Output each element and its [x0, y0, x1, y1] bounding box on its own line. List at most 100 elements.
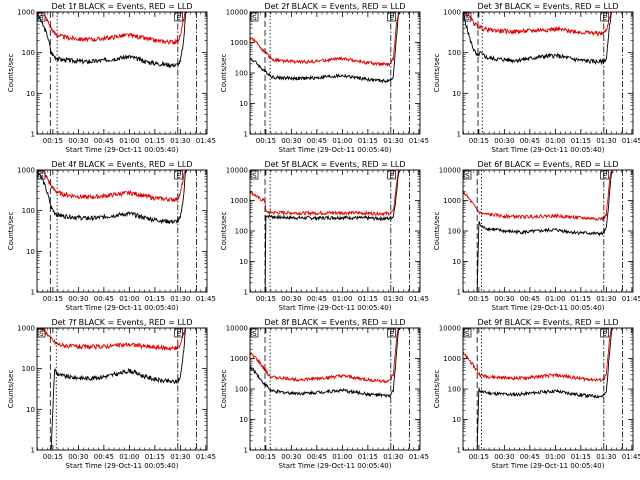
chart-title: Det 6f BLACK = Events, RED = LLD [477, 160, 618, 169]
y-tick-label: 1 [457, 131, 461, 139]
y-tick-label: 100 [448, 386, 461, 394]
start-marker-label: S [252, 14, 257, 22]
y-axis-label: Counts/sec [7, 54, 15, 93]
x-tick-label: 00:15 [256, 137, 276, 145]
events-series-line [50, 328, 198, 450]
y-tick-label: 1000 [443, 9, 461, 17]
x-tick-label: 00:15 [469, 295, 489, 303]
lld-series-line [37, 328, 198, 352]
x-axis-label: Start Time (29-Oct-11 00:05:40) [492, 146, 605, 154]
plot-frame [462, 327, 634, 451]
x-tick-label: 00:15 [43, 295, 63, 303]
x-tick-label: 01:15 [571, 137, 591, 145]
y-tick-label: 100 [22, 365, 35, 373]
y-tick-label: 10 [239, 100, 248, 108]
end-marker-box [600, 328, 610, 338]
end-marker-label: E [389, 330, 393, 338]
x-tick-label: 01:00 [119, 453, 139, 461]
x-tick-label: 00:30 [494, 137, 514, 145]
x-tick-label: 00:45 [94, 295, 114, 303]
start-marker-label: S [39, 172, 44, 180]
chart-title: Det 8f BLACK = Events, RED = LLD [264, 318, 405, 327]
y-tick-label: 10000 [439, 167, 461, 175]
chart-title: Det 2f BLACK = Events, RED = LLD [264, 2, 405, 11]
y-tick-label: 10 [26, 406, 35, 414]
x-tick-label: 00:15 [469, 137, 489, 145]
y-tick-label: 100 [235, 70, 248, 78]
x-tick-label: 01:45 [622, 453, 640, 461]
y-tick-label: 1000 [443, 355, 461, 363]
chart-title: Det 9f BLACK = Events, RED = LLD [477, 318, 618, 327]
x-tick-label: 01:45 [196, 295, 216, 303]
end-marker-label: E [176, 14, 180, 22]
plot-frame [36, 11, 208, 135]
events-series-line [264, 170, 411, 292]
y-tick-label: 1 [31, 289, 35, 297]
y-tick-label: 1000 [17, 325, 35, 333]
y-tick-label: 10 [452, 258, 461, 266]
chart-panel-9: Det 9f BLACK = Events, RED = LLD S E 1 10 100… [433, 318, 640, 470]
plot-frame [249, 169, 421, 293]
y-tick-label: 10 [239, 258, 248, 266]
x-tick-label: 01:00 [119, 137, 139, 145]
end-marker-label: E [176, 330, 180, 338]
chart-panel-7: Det 7f BLACK = Events, RED = LLD S E 1 10 100… [7, 318, 216, 470]
y-tick-label: 10000 [226, 167, 248, 175]
x-tick-label: 01:45 [622, 137, 640, 145]
start-marker-box [37, 328, 46, 338]
x-tick-label: 01:30 [170, 453, 190, 461]
x-tick-label: 01:15 [145, 295, 165, 303]
x-tick-label: 01:45 [196, 453, 216, 461]
x-tick-label: 01:00 [545, 295, 565, 303]
end-marker-box [174, 12, 184, 22]
chart-panel-2: Det 2f BLACK = Events, RED = LLD S E 1 10 100… [220, 2, 429, 154]
end-marker-label: E [389, 14, 393, 22]
x-tick-label: 01:30 [170, 137, 190, 145]
x-tick-label: 01:30 [383, 453, 403, 461]
y-tick-label: 100 [235, 386, 248, 394]
end-marker-label: E [602, 14, 606, 22]
x-tick-label: 01:30 [383, 295, 403, 303]
x-tick-label: 01:00 [119, 295, 139, 303]
end-marker-box [174, 170, 184, 180]
x-axis-label: Start Time (29-Oct-11 00:05:40) [66, 304, 179, 312]
x-tick-label: 00:45 [520, 137, 540, 145]
x-tick-label: 01:00 [332, 137, 352, 145]
x-tick-label: 01:30 [596, 453, 616, 461]
x-tick-label: 00:30 [494, 453, 514, 461]
x-tick-label: 00:30 [281, 295, 301, 303]
lld-series-line [37, 12, 198, 46]
end-marker-box [174, 328, 184, 338]
x-tick-label: 01:45 [409, 453, 429, 461]
start-marker-label: S [465, 330, 470, 338]
chart-panel-5: Det 5f BLACK = Events, RED = LLD S E 1 10 100… [220, 160, 429, 312]
x-tick-label: 01:15 [358, 137, 378, 145]
x-tick-label: 00:30 [68, 453, 88, 461]
x-tick-label: 00:45 [94, 137, 114, 145]
x-tick-label: 00:15 [256, 295, 276, 303]
events-series-line [476, 328, 624, 450]
chart-title: Det 7f BLACK = Events, RED = LLD [51, 318, 192, 327]
y-axis-label: Counts/sec [220, 212, 228, 251]
x-tick-label: 00:15 [43, 453, 63, 461]
lld-series-line [463, 12, 624, 37]
end-marker-box [387, 328, 397, 338]
x-tick-label: 00:45 [520, 295, 540, 303]
y-tick-label: 10 [239, 416, 248, 424]
y-axis-label: Counts/sec [433, 212, 441, 251]
x-tick-label: 00:30 [68, 137, 88, 145]
events-series-line [250, 328, 411, 399]
end-marker-label: E [602, 330, 606, 338]
lld-series-line [37, 170, 198, 203]
chart-title: Det 4f BLACK = Events, RED = LLD [51, 160, 192, 169]
y-axis-label: Counts/sec [433, 370, 441, 409]
y-tick-label: 1 [31, 131, 35, 139]
x-tick-label: 00:15 [43, 137, 63, 145]
y-tick-label: 1 [244, 131, 248, 139]
x-tick-label: 00:45 [307, 137, 327, 145]
end-marker-box [387, 170, 397, 180]
chart-title: Det 3f BLACK = Events, RED = LLD [477, 2, 618, 11]
chart-panel-1: Det 1f BLACK = Events, RED = LLD S E 1 10 100… [7, 2, 216, 154]
y-tick-label: 1 [457, 447, 461, 455]
end-marker-box [600, 12, 610, 22]
